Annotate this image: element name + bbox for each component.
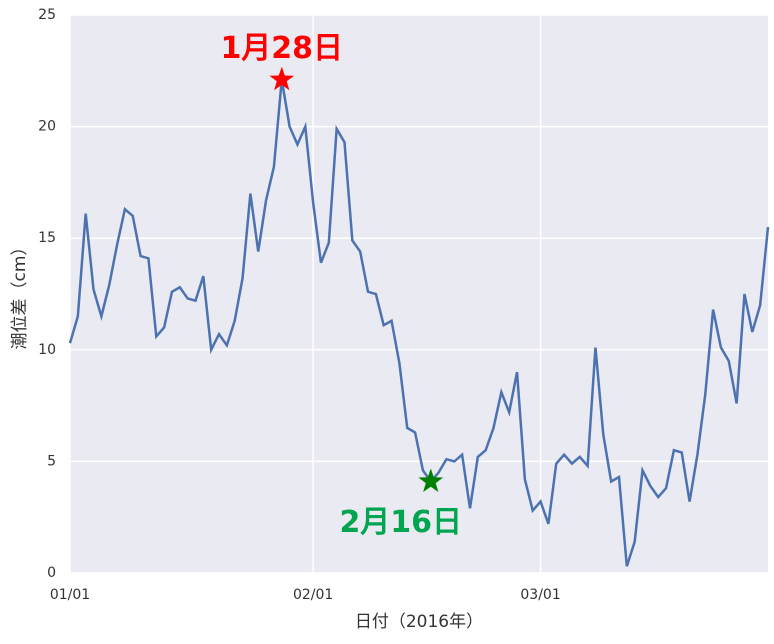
x-tick-label: 03/01 bbox=[520, 587, 560, 603]
annotation-star bbox=[269, 66, 295, 91]
plot-background bbox=[70, 15, 768, 573]
annotation-label: 1月28日 bbox=[220, 31, 343, 66]
x-axis-label: 日付（2016年） bbox=[355, 612, 483, 632]
y-tick-label: 5 bbox=[47, 453, 56, 469]
y-tick-label: 15 bbox=[38, 230, 56, 246]
y-axis-label: 潮位差（cm） bbox=[10, 239, 30, 350]
y-tick-label: 20 bbox=[38, 119, 56, 135]
y-tick-label: 10 bbox=[38, 342, 56, 358]
x-tick-label: 02/01 bbox=[293, 587, 333, 603]
annotation-star bbox=[418, 468, 444, 492]
y-tick-label: 25 bbox=[38, 7, 56, 23]
x-tick-label: 01/01 bbox=[50, 587, 90, 603]
annotation-label: 2月16日 bbox=[339, 505, 462, 540]
series-line bbox=[68, 79, 770, 567]
y-tick-label: 0 bbox=[47, 565, 56, 581]
